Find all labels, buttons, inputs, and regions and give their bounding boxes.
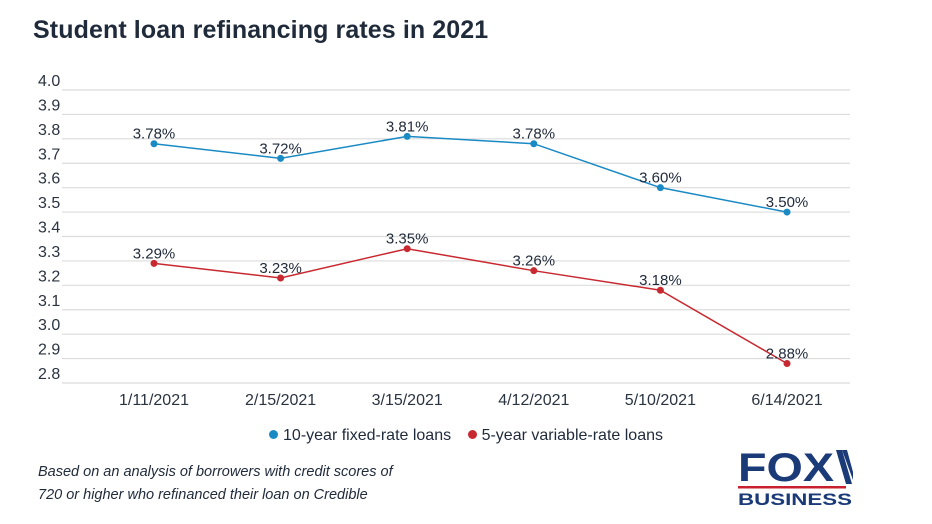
x-tick-label: 3/15/2021: [372, 392, 443, 409]
source-note-line-2: 720 or higher who refinanced their loan …: [38, 487, 368, 503]
x-tick-label: 1/11/2021: [119, 392, 189, 409]
data-point: [150, 259, 158, 267]
legend: 10-year fixed-rate loans 5-year variable…: [0, 427, 932, 445]
source-note: Based on an analysis of borrowers with c…: [38, 461, 393, 507]
legend-label-fixed: 10-year fixed-rate loans: [283, 427, 452, 444]
chart-title: Student loan refinancing rates in 2021: [33, 16, 489, 44]
legend-marker-variable: [467, 430, 477, 439]
series-line: [153, 247, 788, 365]
data-label: 3.29%: [133, 245, 176, 262]
data-point: [277, 154, 285, 162]
x-tick-label: 5/10/2021: [625, 392, 696, 409]
x-tick-label: 2/15/2021: [245, 392, 316, 409]
data-point: [403, 132, 411, 140]
data-label: 3.50%: [766, 194, 809, 211]
svg-text:FOX: FOX: [738, 448, 834, 490]
data-point: [530, 140, 538, 148]
data-point: [277, 274, 285, 282]
legend-item-fixed: 10-year fixed-rate loans: [269, 427, 451, 444]
data-label: 2.88%: [766, 345, 809, 362]
x-tick-label: 4/12/2021: [498, 392, 569, 409]
data-point: [656, 184, 664, 192]
data-label: 3.26%: [513, 253, 556, 270]
data-point: [403, 245, 411, 253]
x-tick-label: 6/14/2021: [751, 392, 822, 409]
data-label: 3.60%: [639, 170, 682, 187]
y-tick-label: 3.6: [38, 171, 60, 188]
data-label: 3.81%: [386, 118, 429, 135]
data-label: 3.18%: [639, 272, 682, 289]
data-point: [783, 359, 791, 367]
data-point: [530, 267, 538, 275]
svg-text:BUSINESS: BUSINESS: [738, 490, 852, 506]
y-tick-label: 3.7: [38, 146, 60, 163]
y-tick-label: 3.2: [38, 268, 60, 285]
source-note-line-1: Based on an analysis of borrowers with c…: [38, 464, 393, 480]
y-tick-label: 3.0: [38, 317, 60, 334]
data-label: 3.35%: [386, 231, 429, 248]
y-tick-label: 4.0: [38, 73, 60, 90]
y-tick-label: 2.8: [38, 366, 60, 383]
legend-label-variable: 5-year variable-rate loans: [481, 427, 663, 444]
y-tick-label: 3.5: [38, 195, 60, 212]
legend-item-variable: 5-year variable-rate loans: [467, 427, 663, 444]
data-label: 3.72%: [259, 140, 302, 157]
y-tick-label: 3.3: [38, 244, 60, 261]
y-tick-label: 3.1: [38, 293, 60, 310]
data-point: [150, 140, 158, 148]
data-point: [783, 208, 791, 216]
data-point: [656, 286, 664, 294]
fox-business-logo: FOX BUSINESS: [738, 448, 853, 506]
y-tick-label: 3.8: [38, 122, 60, 139]
data-label: 3.78%: [513, 126, 556, 143]
data-label: 3.78%: [133, 126, 176, 143]
series-line: [153, 135, 788, 213]
y-tick-label: 3.9: [38, 97, 60, 114]
data-label: 3.23%: [259, 260, 302, 277]
y-tick-label: 2.9: [38, 342, 60, 359]
y-tick-label: 3.4: [38, 220, 60, 237]
legend-marker-fixed: [269, 430, 279, 439]
